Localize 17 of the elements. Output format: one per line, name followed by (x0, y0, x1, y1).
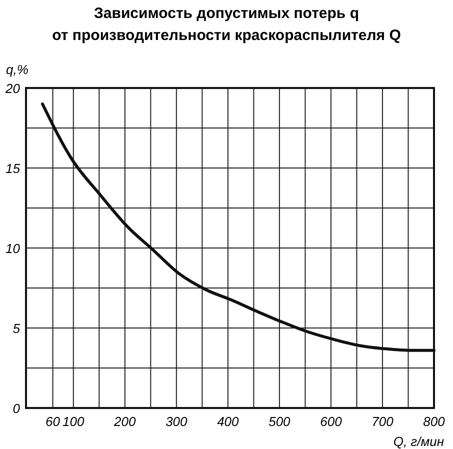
x-tick-label: 700 (372, 414, 394, 429)
x-tick-label: 200 (113, 414, 137, 429)
y-tick-label: 10 (6, 241, 21, 256)
x-tick-label: 60 (46, 414, 61, 429)
x-tick-label: 100 (62, 414, 85, 429)
x-tick-label: 400 (217, 414, 240, 429)
x-tick-label: 800 (423, 414, 446, 429)
y-tick-label: 20 (4, 81, 21, 96)
chart-title: Зависимость допустимых потерь q от производительности краскораспылителя Q (52, 5, 402, 44)
y-tick-label: 0 (12, 401, 21, 416)
y-tick-label: 5 (12, 321, 21, 336)
x-tick-label: 300 (166, 414, 188, 429)
x-axis-title: Q, г/мин (393, 434, 444, 449)
x-tick-label: 600 (320, 414, 343, 429)
y-axis-title: q,% (6, 62, 28, 77)
y-tick-label: 15 (6, 161, 21, 176)
x-tick-label: 500 (268, 414, 292, 429)
